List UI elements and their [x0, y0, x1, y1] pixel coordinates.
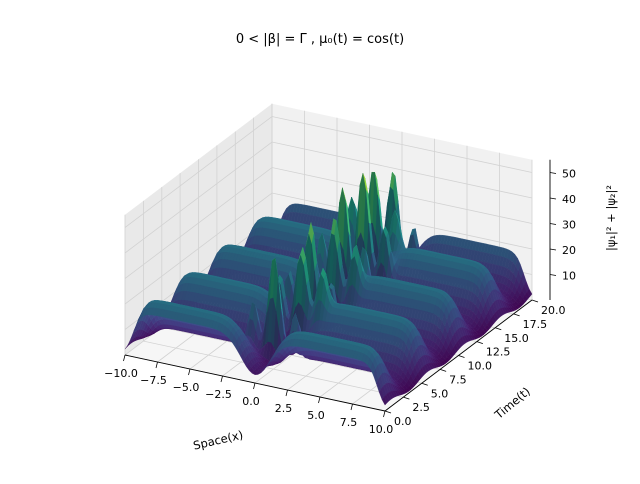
surface-plot: −10.0−7.5−5.0−2.50.02.55.07.510.00.02.55…	[0, 0, 640, 480]
